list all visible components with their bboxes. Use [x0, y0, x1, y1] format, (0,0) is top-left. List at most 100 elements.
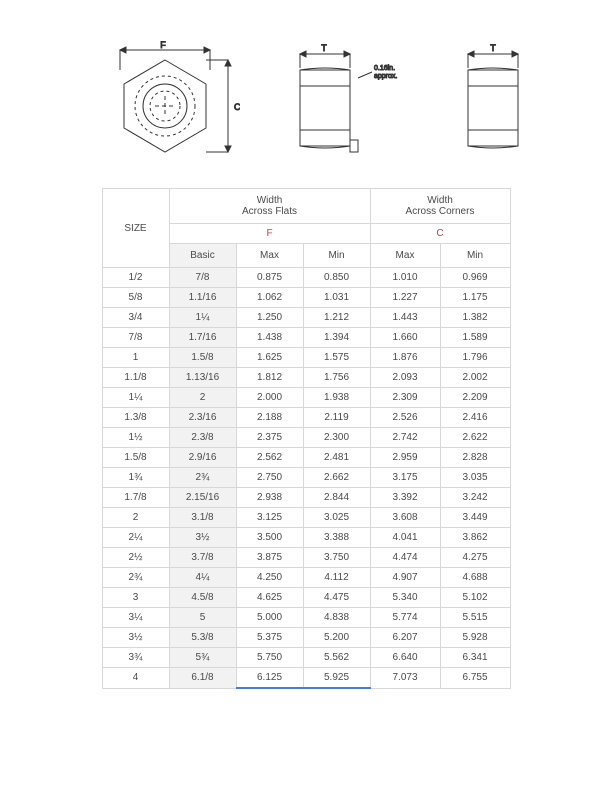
cell-cmax: 1.227	[370, 288, 440, 308]
cell-size: 1¾	[102, 468, 169, 488]
cell-size: 3	[102, 588, 169, 608]
sub-basic: Basic	[169, 244, 236, 268]
cell-basic: 6.1/8	[169, 668, 236, 689]
cell-cmin: 6.755	[440, 668, 510, 689]
cell-fmax: 2.000	[236, 388, 303, 408]
table-row: 1.1/81.13/161.8121.7562.0932.002	[102, 368, 510, 388]
table-row: 2¼3½3.5003.3884.0413.862	[102, 528, 510, 548]
cell-cmax: 5.774	[370, 608, 440, 628]
cell-cmin: 1.796	[440, 348, 510, 368]
cell-basic: 1¼	[169, 308, 236, 328]
cell-size: 4	[102, 668, 169, 689]
table-row: 1¼22.0001.9382.3092.209	[102, 388, 510, 408]
cell-fmin: 4.112	[303, 568, 370, 588]
cell-cmax: 3.392	[370, 488, 440, 508]
table-row: 1.3/82.3/162.1882.1192.5262.416	[102, 408, 510, 428]
table-row: 1/27/80.8750.8501.0100.969	[102, 268, 510, 288]
cell-fmax: 6.125	[236, 668, 303, 689]
sub-cmin: Min	[440, 244, 510, 268]
cell-cmax: 2.526	[370, 408, 440, 428]
cell-basic: 4.5/8	[169, 588, 236, 608]
cell-basic: 5.3/8	[169, 628, 236, 648]
cell-fmin: 4.838	[303, 608, 370, 628]
cell-cmin: 5.928	[440, 628, 510, 648]
cell-fmin: 2.119	[303, 408, 370, 428]
cell-fmax: 2.375	[236, 428, 303, 448]
cell-cmin: 3.242	[440, 488, 510, 508]
table-head: SIZE WidthAcross Flats WidthAcross Corne…	[102, 189, 510, 268]
cell-size: 1	[102, 348, 169, 368]
cell-fmax: 1.625	[236, 348, 303, 368]
cell-basic: 2.9/16	[169, 448, 236, 468]
cell-fmin: 5.925	[303, 668, 370, 689]
cell-fmax: 5.000	[236, 608, 303, 628]
cell-basic: 3½	[169, 528, 236, 548]
dim-c-label: C	[234, 102, 240, 112]
sub-fmax: Max	[236, 244, 303, 268]
cell-cmin: 2.416	[440, 408, 510, 428]
cell-cmin: 1.382	[440, 308, 510, 328]
spec-table: SIZE WidthAcross Flats WidthAcross Corne…	[102, 188, 511, 689]
cell-cmin: 1.175	[440, 288, 510, 308]
cell-cmin: 5.102	[440, 588, 510, 608]
dim-t-label-1: T	[321, 43, 327, 53]
cell-cmax: 2.959	[370, 448, 440, 468]
table-row: 1.5/82.9/162.5622.4812.9592.828	[102, 448, 510, 468]
cell-fmax: 3.500	[236, 528, 303, 548]
cell-size: 1.1/8	[102, 368, 169, 388]
cell-cmin: 2.209	[440, 388, 510, 408]
table-row: 7/81.7/161.4381.3941.6601.589	[102, 328, 510, 348]
cell-fmax: 2.750	[236, 468, 303, 488]
cell-basic: 2.3/16	[169, 408, 236, 428]
cell-fmax: 1.812	[236, 368, 303, 388]
diagram-top-view: F C	[100, 40, 240, 160]
group-flats-title: WidthAcross Flats	[169, 189, 370, 224]
letter-f: F	[169, 224, 370, 244]
cell-cmin: 3.862	[440, 528, 510, 548]
cell-fmax: 4.250	[236, 568, 303, 588]
cell-fmin: 1.394	[303, 328, 370, 348]
table-body: 1/27/80.8750.8501.0100.9695/81.1/161.062…	[102, 268, 510, 689]
cell-fmax: 2.562	[236, 448, 303, 468]
cell-cmax: 6.640	[370, 648, 440, 668]
cell-basic: 1.1/16	[169, 288, 236, 308]
cell-size: 3¼	[102, 608, 169, 628]
cell-fmin: 2.300	[303, 428, 370, 448]
table-row: 2½3.7/83.8753.7504.4744.275	[102, 548, 510, 568]
table-row: 11.5/81.6251.5751.8761.796	[102, 348, 510, 368]
cell-basic: 1.13/16	[169, 368, 236, 388]
cell-size: 2¾	[102, 568, 169, 588]
cell-fmax: 1.438	[236, 328, 303, 348]
note-line2: approx.	[374, 73, 397, 80]
cell-fmin: 0.850	[303, 268, 370, 288]
cell-size: 3¾	[102, 648, 169, 668]
sub-fmin: Min	[303, 244, 370, 268]
cell-basic: 3.7/8	[169, 548, 236, 568]
cell-basic: 2.15/16	[169, 488, 236, 508]
cell-size: 1/2	[102, 268, 169, 288]
cell-cmin: 3.449	[440, 508, 510, 528]
note-line1: 0.16in.	[374, 65, 395, 72]
cell-size: 3½	[102, 628, 169, 648]
cell-cmax: 1.660	[370, 328, 440, 348]
table-row: 3/41¼1.2501.2121.4431.382	[102, 308, 510, 328]
cell-cmin: 0.969	[440, 268, 510, 288]
cell-fmin: 3.388	[303, 528, 370, 548]
table-row: 23.1/83.1253.0253.6083.449	[102, 508, 510, 528]
cell-fmin: 4.475	[303, 588, 370, 608]
cell-cmin: 2.828	[440, 448, 510, 468]
diagram-side-view-2: T	[450, 40, 545, 160]
cell-cmax: 1.010	[370, 268, 440, 288]
table-row: 1.7/82.15/162.9382.8443.3923.242	[102, 488, 510, 508]
letter-c: C	[370, 224, 510, 244]
dim-f-label: F	[160, 40, 166, 50]
table-row: 46.1/86.1255.9257.0736.755	[102, 668, 510, 689]
cell-cmin: 1.589	[440, 328, 510, 348]
cell-fmax: 1.062	[236, 288, 303, 308]
cell-basic: 2.3/8	[169, 428, 236, 448]
cell-fmax: 5.375	[236, 628, 303, 648]
cell-basic: 5¾	[169, 648, 236, 668]
cell-basic: 2	[169, 388, 236, 408]
cell-cmax: 4.907	[370, 568, 440, 588]
cell-fmin: 3.025	[303, 508, 370, 528]
